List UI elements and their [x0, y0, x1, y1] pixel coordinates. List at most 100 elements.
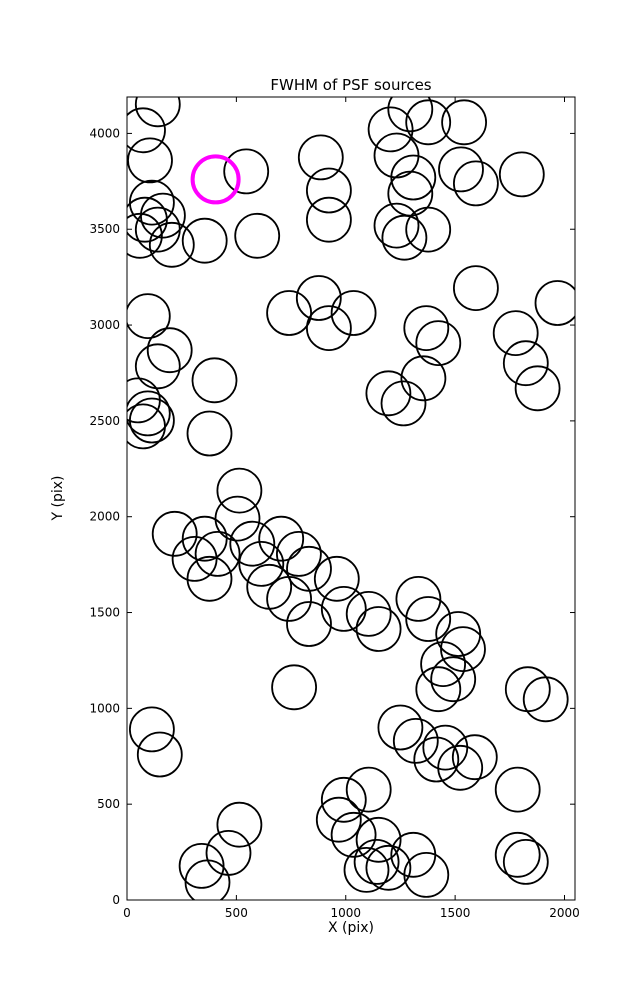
psf-source-circle [395, 576, 442, 622]
y-tick-label: 4000 [89, 126, 120, 140]
psf-source-circle [134, 97, 181, 128]
psf-source-circle [205, 830, 252, 876]
psf-source-circle [127, 196, 168, 243]
psf-source-circle [305, 167, 352, 214]
psf-source-circle [313, 555, 360, 602]
psf-source-circle [330, 811, 377, 858]
y-tick-label: 1000 [89, 701, 120, 715]
y-tick-label: 0 [112, 893, 120, 907]
psf-source-circle [194, 531, 241, 577]
psf-source-circle [181, 515, 228, 562]
psf-source-circle [405, 99, 452, 146]
psf-source-circle [127, 137, 173, 184]
y-tick-label: 2500 [89, 414, 120, 428]
y-tick-label: 1500 [89, 606, 120, 620]
psf-source-circle [437, 744, 484, 791]
psf-source-circle [127, 390, 171, 437]
psf-source-circle [451, 734, 498, 781]
psf-source-circle [151, 510, 198, 557]
psf-source-circle [415, 320, 462, 367]
psf-source-circle [430, 656, 477, 703]
psf-source-circle [286, 601, 332, 647]
x-axis-label: X (pix) [327, 920, 375, 936]
psf-source-circle [266, 576, 313, 622]
psf-source-circle [229, 520, 276, 567]
psf-source-circle [440, 626, 486, 672]
psf-source-circle [258, 515, 305, 562]
psf-source-circle [494, 831, 541, 878]
psf-source-circle [266, 290, 313, 336]
psf-source-circle [234, 212, 281, 259]
psf-source-circle [403, 852, 450, 898]
psf-source-circle [494, 766, 541, 813]
y-tick-label: 500 [97, 797, 120, 811]
psf-source-circle [305, 305, 352, 352]
psf-source-circle [134, 343, 181, 390]
x-tick-label: 0 [123, 906, 131, 920]
psf-source-circle [315, 796, 362, 843]
psf-source-circle [514, 365, 561, 412]
psf-source-circle [297, 134, 344, 181]
psf-source-circle [186, 555, 233, 602]
psf-source-circle [387, 97, 434, 133]
psf-source-circle [502, 340, 549, 387]
psf-source-circle [355, 816, 402, 863]
psf-source-circle [392, 718, 439, 764]
psf-source-circle [127, 293, 171, 339]
psf-source-circle [134, 206, 181, 253]
psf-source-circle [127, 107, 166, 154]
y-axis-label: Y (pix) [50, 475, 66, 521]
psf-source-circle [320, 776, 367, 823]
psf-source-circle [504, 666, 551, 713]
psf-source-circle [365, 370, 412, 417]
psf-source-circle [405, 596, 452, 642]
psf-source-circle [223, 148, 270, 195]
psf-source-circle [191, 357, 238, 404]
psf-source-circle [390, 154, 437, 201]
y-tick-label: 2000 [89, 510, 120, 524]
psf-source-circle [330, 290, 377, 336]
psf-source-circle [422, 724, 469, 771]
psf-source-circle [146, 327, 193, 374]
psf-source-circle [136, 731, 183, 778]
psf-source-circle [415, 666, 462, 713]
y-tick-label: 3000 [89, 318, 120, 332]
psf-source-circle [345, 591, 392, 637]
psf-source-circle [367, 106, 414, 153]
psf-source-circle [148, 221, 195, 268]
psf-source-circle [377, 704, 424, 751]
psf-source-circle [380, 380, 427, 427]
psf-source-circle [365, 844, 412, 891]
psf-source-circle [275, 531, 322, 577]
psf-source-circle [502, 839, 549, 885]
psf-source-circle [452, 160, 499, 207]
psf-source-circle [216, 467, 263, 514]
psf-source-circle [345, 766, 392, 813]
psf-source-circle [452, 265, 499, 312]
x-tick-label: 1000 [330, 906, 361, 920]
psf-source-circle [246, 563, 293, 610]
psf-source-circle [420, 641, 467, 687]
psf-source-circle [214, 495, 261, 542]
psf-sources-layer [127, 97, 575, 900]
x-tick-label: 2000 [549, 906, 580, 920]
psf-source-circle [238, 541, 285, 587]
psf-source-circle [127, 212, 163, 259]
psf-source-circle [441, 99, 488, 146]
psf-source-circle [181, 217, 228, 264]
psf-source-circle [498, 151, 545, 198]
x-tick-label: 1500 [440, 906, 471, 920]
psf-source-circle [405, 206, 452, 253]
psf-source-circle [373, 202, 420, 249]
psf-source-circle [381, 214, 428, 261]
psf-source-circle [216, 801, 263, 848]
psf-source-circle [171, 536, 218, 582]
highlighted-psf-source-circle [190, 154, 241, 205]
psf-source-circle [413, 736, 460, 783]
psf-source-circle [403, 305, 450, 352]
psf-source-circle [186, 410, 233, 457]
psf-source-circle [522, 676, 569, 723]
psf-source-circle [343, 847, 390, 893]
psf-source-circle [320, 586, 367, 632]
